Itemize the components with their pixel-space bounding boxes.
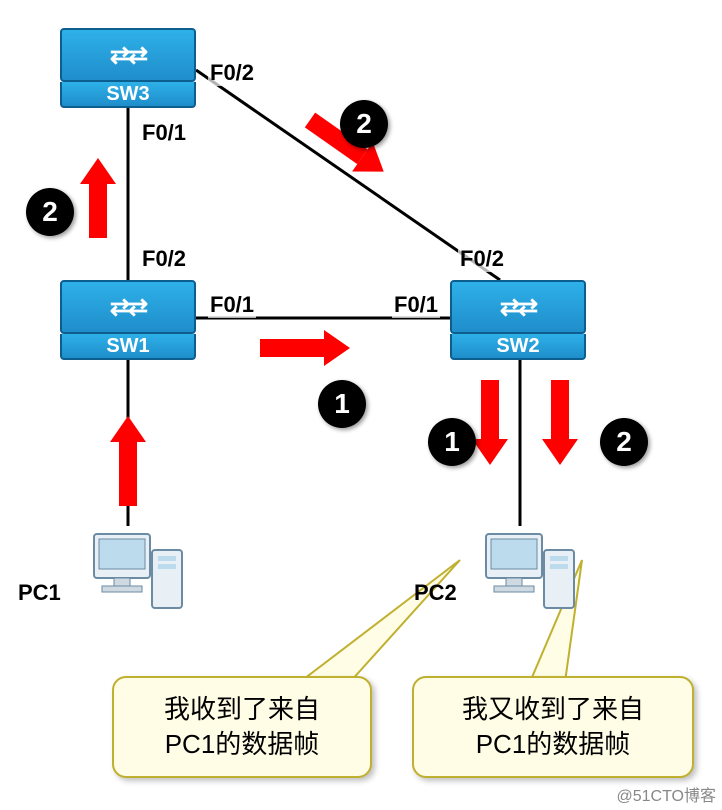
port-label: F0/2 [208,60,256,86]
switch-sw1: ⇄⇄ SW1 [60,280,196,358]
port-label: F0/2 [458,246,506,272]
diagram-canvas: ⇄⇄ SW3 ⇄⇄ SW1 ⇄⇄ SW2 PC1 P [0,0,722,810]
port-label: F0/2 [140,246,188,272]
computer-icon [480,526,580,616]
step-badge: 2 [600,418,648,466]
callout-text-line1: 我收到了来自 [164,694,320,724]
pc2-label: PC2 [414,580,457,606]
callout-bubble: 我又收到了来自 PC1的数据帧 [412,676,694,778]
switch-arrows-icon: ⇄⇄ [110,293,146,322]
step-badge: 2 [26,188,74,236]
pc1-label: PC1 [18,580,61,606]
callout-text-line2: PC1的数据帧 [165,729,320,759]
switch-label: SW2 [450,334,586,360]
switch-label: SW1 [60,334,196,360]
pc-pc2 [480,526,580,616]
watermark-text: @51CTO博客 [616,782,716,806]
switch-sw2: ⇄⇄ SW2 [450,280,586,358]
port-label: F0/1 [208,292,256,318]
port-label: F0/1 [392,292,440,318]
switch-sw3: ⇄⇄ SW3 [60,28,196,106]
switch-arrows-icon: ⇄⇄ [500,293,536,322]
switch-arrows-icon: ⇄⇄ [110,41,146,70]
computer-icon [88,526,188,616]
pc-pc1 [88,526,188,616]
switch-label: SW3 [60,82,196,108]
callout-bubble: 我收到了来自 PC1的数据帧 [112,676,372,778]
port-label: F0/1 [140,120,188,146]
callout-text-line1: 我又收到了来自 [462,694,644,724]
step-badge: 2 [340,100,388,148]
step-badge: 1 [318,380,366,428]
callout-text-line2: PC1的数据帧 [476,729,631,759]
step-badge: 1 [428,418,476,466]
